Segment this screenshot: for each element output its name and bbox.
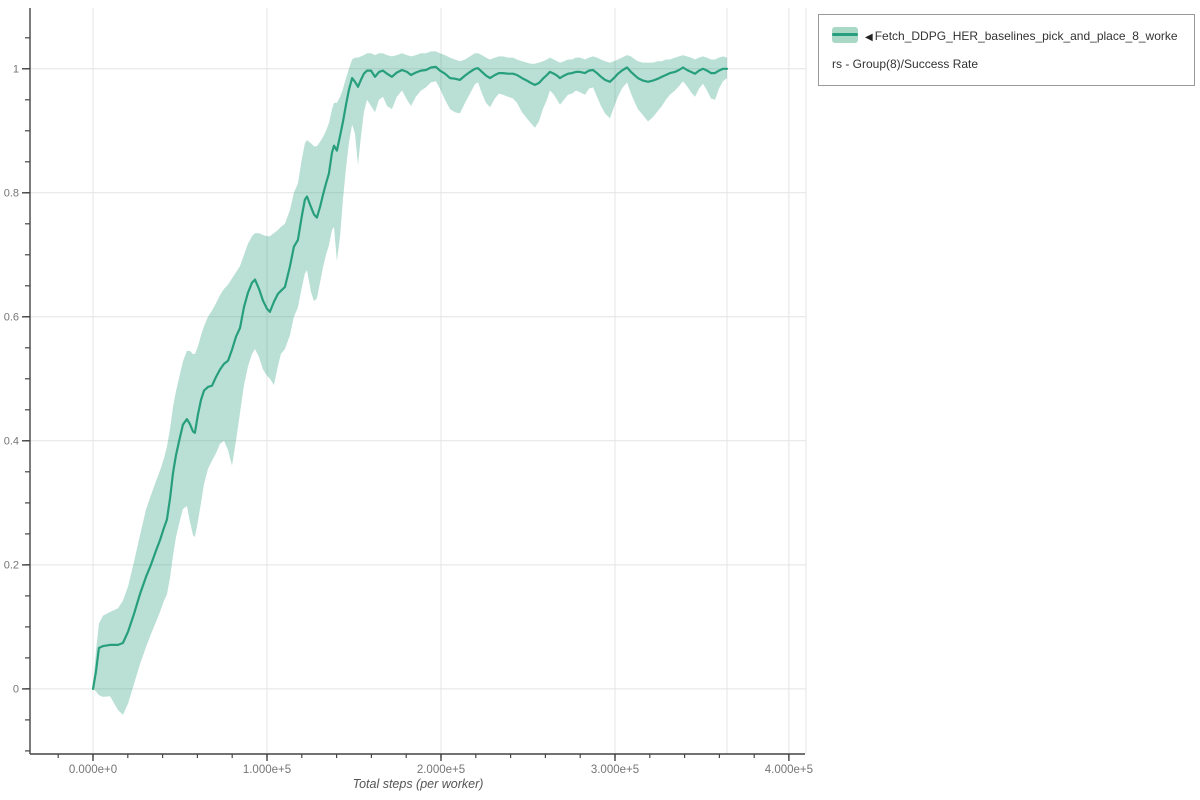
y-tick-label: 1 [13,63,19,75]
legend-item[interactable]: ◀ Fetch_DDPG_HER_baselines_pick_and_place… [832,23,1181,77]
legend-label: Fetch_DDPG_HER_baselines_pick_and_place_… [832,29,1178,71]
x-tick-label: 4.000e+5 [765,764,813,776]
x-tick-label: 3.000e+5 [591,764,639,776]
collapse-triangle-icon: ◀ [865,32,873,43]
series-line[interactable] [91,65,729,690]
y-tick-label: 0.2 [4,559,19,571]
x-tick-label: 2.000e+5 [417,764,465,776]
x-tick-label: 0.000e+0 [69,764,117,776]
x-tick-label: 1.000e+5 [243,764,291,776]
confidence-band [93,51,727,715]
y-tick-label: 0.6 [4,311,19,323]
y-tick-label: 0.8 [4,187,19,199]
axis-ticks [22,37,790,761]
y-tick-label: 0.4 [4,435,19,447]
gridlines [30,8,807,754]
legend: ◀ Fetch_DDPG_HER_baselines_pick_and_place… [818,14,1195,86]
series-swatch-icon [832,27,858,43]
series-line-icon [832,33,858,36]
x-axis-title: Total steps (per worker) [352,777,484,791]
y-tick-label: 0 [13,683,19,695]
